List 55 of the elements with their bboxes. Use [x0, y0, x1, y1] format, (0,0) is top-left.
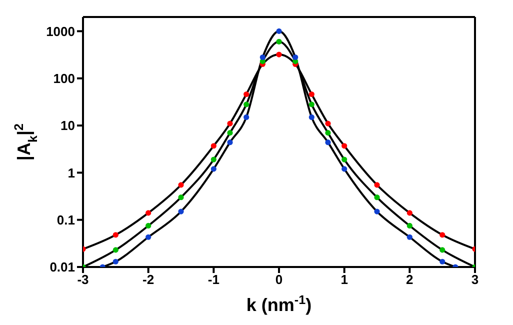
point — [210, 166, 216, 172]
y-tick-label: 0.01 — [50, 260, 75, 275]
point — [342, 143, 348, 149]
point — [440, 258, 446, 264]
point — [308, 91, 314, 98]
y-tick-label: 1000 — [46, 24, 75, 39]
point — [210, 143, 216, 149]
point — [276, 38, 282, 44]
point — [374, 182, 380, 188]
point — [244, 102, 250, 108]
point — [260, 54, 266, 60]
point — [342, 166, 348, 172]
point — [227, 140, 233, 146]
point — [227, 120, 233, 126]
x-tick-label: 2 — [406, 272, 414, 288]
point — [244, 91, 250, 98]
y-tick-label: 1 — [68, 165, 75, 180]
y-tick-label: 10 — [60, 118, 75, 134]
point — [374, 208, 380, 214]
point — [374, 194, 380, 200]
x-tick-label: -1 — [208, 272, 220, 288]
point — [308, 102, 314, 108]
point — [146, 234, 152, 240]
x-tick-label: 3 — [471, 272, 479, 288]
point — [276, 52, 282, 58]
x-tick-label: -2 — [142, 272, 154, 288]
y-tick-label: 100 — [53, 70, 75, 86]
point — [440, 247, 446, 253]
x-tick-label: 0 — [275, 272, 283, 288]
point — [146, 222, 152, 229]
x-axis-title: k (nm$^{-1}$) — [246, 293, 312, 315]
point — [210, 156, 216, 162]
point — [178, 208, 184, 214]
point — [406, 222, 412, 229]
point — [178, 194, 184, 200]
point — [112, 232, 118, 238]
point — [325, 130, 331, 136]
point — [112, 247, 118, 253]
point — [178, 182, 184, 188]
x-tick-label: 1 — [340, 272, 348, 288]
point — [325, 140, 331, 146]
x-tick-label: -3 — [77, 272, 89, 288]
y-tick-label: 0.1 — [56, 212, 75, 228]
point — [112, 258, 118, 264]
point — [244, 114, 250, 120]
point — [325, 120, 331, 126]
point — [308, 114, 314, 120]
point — [406, 234, 412, 240]
point — [146, 210, 152, 216]
point — [292, 54, 298, 60]
point — [440, 232, 446, 238]
point — [342, 156, 348, 162]
point — [227, 130, 233, 136]
point — [406, 210, 412, 216]
point — [276, 28, 282, 34]
